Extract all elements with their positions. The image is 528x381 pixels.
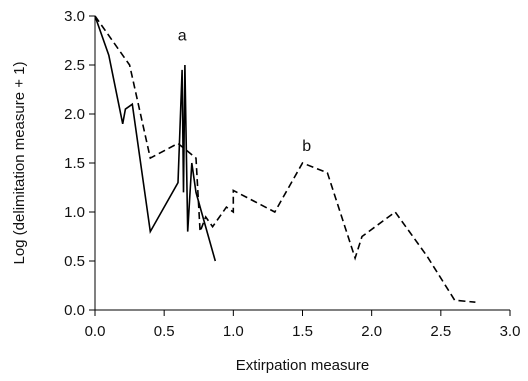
x-tick-label: 0.5	[154, 323, 175, 340]
series-a-line	[94, 15, 217, 262]
x-axis-title: Extirpation measure	[236, 357, 369, 374]
y-tick-label: 2.5	[64, 57, 85, 74]
y-axis-title: Log (delimitation measure + 1)	[11, 61, 28, 264]
y-tick-label: 3.0	[64, 8, 85, 25]
axes: 0.0 0.5 1.0 1.5 2.0 2.5 3.0 0.0 0.5 1.0 1.5 2.0 2.5 3…	[64, 8, 520, 340]
annotation-a: a	[178, 28, 187, 45]
y-tick-label: 2.0	[64, 106, 85, 123]
series-b-line	[94, 15, 476, 303]
y-tick-label: 0.0	[64, 302, 85, 319]
x-tick-label: 1.0	[223, 323, 244, 340]
annotation-layer: ab	[178, 28, 312, 156]
y-tick-label: 1.0	[64, 204, 85, 221]
x-tick-label: 2.5	[430, 323, 451, 340]
y-tick-label: 0.5	[64, 253, 85, 270]
x-tick-label: 2.0	[361, 323, 382, 340]
x-tick-label: 1.5	[292, 323, 313, 340]
y-tick-label: 1.5	[64, 155, 85, 172]
x-tick-label: 0.0	[85, 323, 106, 340]
annotation-b: b	[302, 138, 311, 155]
x-tick-label: 3.0	[500, 323, 521, 340]
series-layer	[94, 15, 476, 303]
